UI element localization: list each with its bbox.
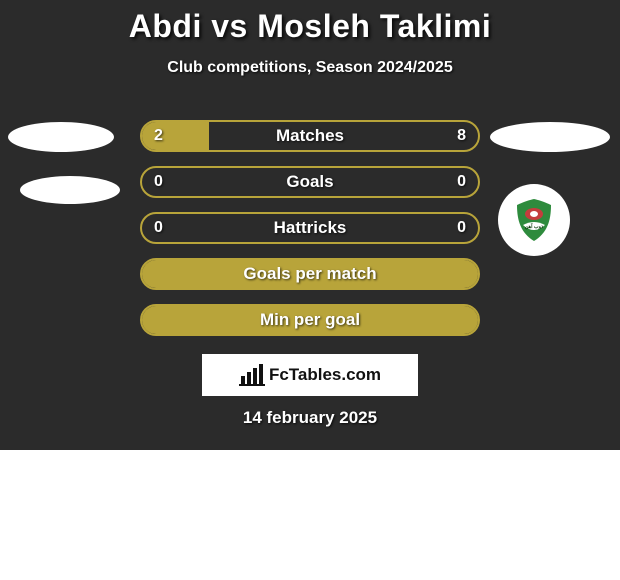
stat-bars: 2 Matches 8 0 Goals 0 0 Hattricks 0 Goal… <box>140 120 480 350</box>
stat-row-goals-per-match: Goals per match <box>140 258 480 290</box>
stats-card: Abdi vs Mosleh Taklimi Club competitions… <box>0 0 620 450</box>
footer-date: 14 february 2025 <box>0 408 620 428</box>
stat-row-matches: 2 Matches 8 <box>140 120 480 152</box>
player-left-shape-1 <box>8 122 114 152</box>
stat-label: Goals <box>142 168 478 196</box>
stat-right-value: 0 <box>457 214 466 242</box>
stat-row-min-per-goal: Min per goal <box>140 304 480 336</box>
stat-label: Goals per match <box>142 260 478 288</box>
stat-right-value: 0 <box>457 168 466 196</box>
page-title: Abdi vs Mosleh Taklimi <box>0 8 620 45</box>
player-right-shape <box>490 122 610 152</box>
brand-text: FcTables.com <box>269 365 381 385</box>
stat-row-goals: 0 Goals 0 <box>140 166 480 198</box>
player-left-shape-2 <box>20 176 120 204</box>
stat-label: Hattricks <box>142 214 478 242</box>
club-crest-icon: ذوب آهن <box>509 195 559 245</box>
bar-chart-icon <box>239 364 265 386</box>
svg-text:ذوب آهن: ذوب آهن <box>525 223 544 230</box>
brand-box: FcTables.com <box>202 354 418 396</box>
stat-label: Min per goal <box>142 306 478 334</box>
stat-right-value: 8 <box>457 122 466 150</box>
club-badge: ذوب آهن <box>498 184 570 256</box>
page-subtitle: Club competitions, Season 2024/2025 <box>0 59 620 77</box>
stat-label: Matches <box>142 122 478 150</box>
stat-row-hattricks: 0 Hattricks 0 <box>140 212 480 244</box>
